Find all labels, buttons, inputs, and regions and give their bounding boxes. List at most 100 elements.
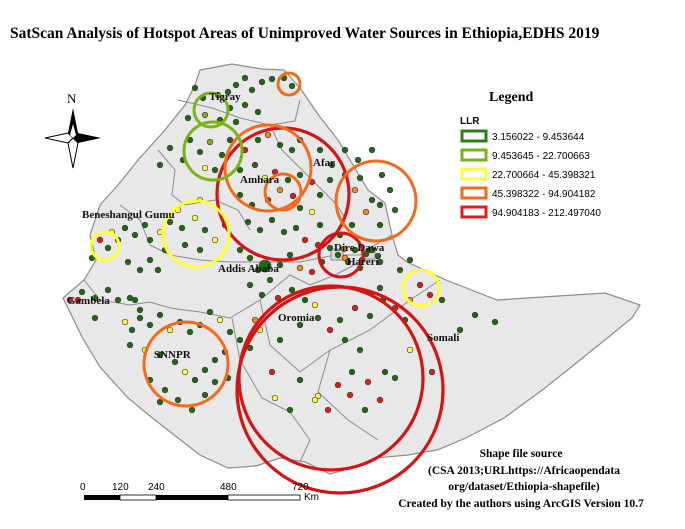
survey-point: [201, 366, 209, 374]
survey-point: [289, 192, 297, 200]
survey-point: [156, 351, 164, 359]
survey-point: [184, 114, 192, 122]
survey-point: [381, 368, 389, 376]
survey-point: [311, 396, 319, 404]
scale-tick-label: 0: [80, 482, 86, 493]
survey-point: [254, 108, 262, 116]
cluster-circle-llr-3: [161, 199, 231, 269]
survey-point: [328, 161, 336, 169]
survey-point: [316, 146, 324, 154]
survey-point: [314, 314, 322, 322]
scale-tick-label: 480: [220, 482, 237, 493]
survey-point: [351, 186, 359, 194]
region-label-beneshangul: Beneshangul Gumu: [82, 209, 175, 221]
survey-point: [426, 291, 434, 299]
survey-point: [174, 396, 182, 404]
survey-point: [341, 336, 349, 344]
scale-tick-label: 120: [112, 482, 129, 493]
survey-point: [296, 264, 304, 272]
cluster-circle-llr-3: [401, 268, 441, 308]
survey-point: [226, 136, 234, 144]
survey-point: [191, 214, 199, 222]
survey-point: [201, 391, 209, 399]
survey-point: [276, 261, 284, 269]
legend-field-name: LLR: [460, 116, 480, 127]
country-outline: [62, 63, 641, 475]
survey-point: [356, 346, 364, 354]
survey-point: [241, 74, 249, 82]
survey-point: [296, 376, 304, 384]
survey-point: [374, 252, 382, 260]
survey-point: [311, 301, 319, 309]
survey-point: [146, 256, 154, 264]
survey-point: [286, 251, 294, 259]
survey-point: [456, 326, 464, 334]
survey-point: [188, 406, 196, 414]
survey-point: [104, 286, 112, 294]
legend-swatch: [460, 148, 488, 162]
survey-point: [206, 308, 214, 316]
survey-point: [386, 186, 394, 194]
survey-point: [258, 78, 266, 86]
legend-classes: 3.156022 - 9.453644 9.453645 - 22.700663 2…: [460, 129, 601, 219]
survey-point: [376, 396, 384, 404]
survey-point: [368, 196, 376, 204]
region-label-hareri: Hareri: [347, 256, 379, 268]
survey-point: [276, 186, 284, 194]
survey-point: [296, 171, 304, 179]
survey-point: [266, 276, 274, 284]
survey-point: [316, 191, 324, 199]
survey-point: [166, 218, 174, 226]
scale-segment: [119, 494, 157, 501]
region-label-addis-ababa: Addis Ababa: [218, 263, 279, 275]
survey-point: [196, 246, 204, 254]
survey-point: [368, 146, 376, 154]
survey-point: [211, 236, 219, 244]
survey-point: [268, 75, 276, 83]
survey-point: [362, 208, 370, 216]
cluster-circle-llr-3: [89, 230, 121, 262]
legend-title: Legend: [489, 90, 534, 105]
legend-class-label: 94.904183 - 212.497040: [492, 208, 601, 219]
survey-point: [276, 336, 284, 344]
source-note-line: Shape file source: [480, 448, 563, 460]
survey-point: [341, 146, 349, 154]
region-label-somali: Somali: [427, 332, 459, 344]
survey-point: [396, 266, 404, 274]
scale-tick-label: 240: [148, 482, 165, 493]
survey-point: [296, 321, 304, 329]
survey-point: [196, 148, 204, 156]
survey-point: [376, 284, 384, 292]
north-arrow-inner: [70, 124, 76, 138]
survey-point: [121, 224, 129, 232]
survey-point: [258, 291, 266, 299]
survey-point: [251, 161, 259, 169]
legend-swatch: [460, 129, 488, 143]
survey-point: [124, 258, 132, 266]
survey-point: [171, 358, 179, 366]
scale-segment: [156, 495, 228, 500]
survey-point: [308, 208, 316, 216]
region-label-amhara: Amhara: [240, 174, 280, 186]
scale-bar: 0 120 240 480 720 Km: [80, 482, 319, 503]
survey-point: [191, 376, 199, 384]
legend-class-label: 45.398322 - 94.904182: [492, 189, 596, 200]
scale-tick-label: 720: [292, 482, 309, 493]
survey-point: [288, 286, 296, 294]
survey-point: [131, 231, 139, 239]
survey-point: [284, 176, 292, 184]
cluster-circle-llr-4: [223, 123, 313, 213]
survey-point: [366, 312, 374, 320]
source-note-line: org/dataset/Ethiopia-shapefile): [448, 481, 600, 493]
survey-point: [271, 394, 279, 402]
survey-point: [211, 378, 219, 386]
survey-point: [268, 368, 276, 376]
survey-point: [288, 82, 296, 90]
region-label-dire-dawa: Dire Dawa: [334, 242, 385, 254]
survey-point: [356, 174, 364, 182]
survey-point: [181, 241, 189, 249]
region-label-afar: Afar: [313, 157, 335, 169]
survey-point: [186, 328, 194, 336]
cluster-circle-llr-5: [237, 284, 425, 472]
survey-point: [166, 326, 174, 334]
